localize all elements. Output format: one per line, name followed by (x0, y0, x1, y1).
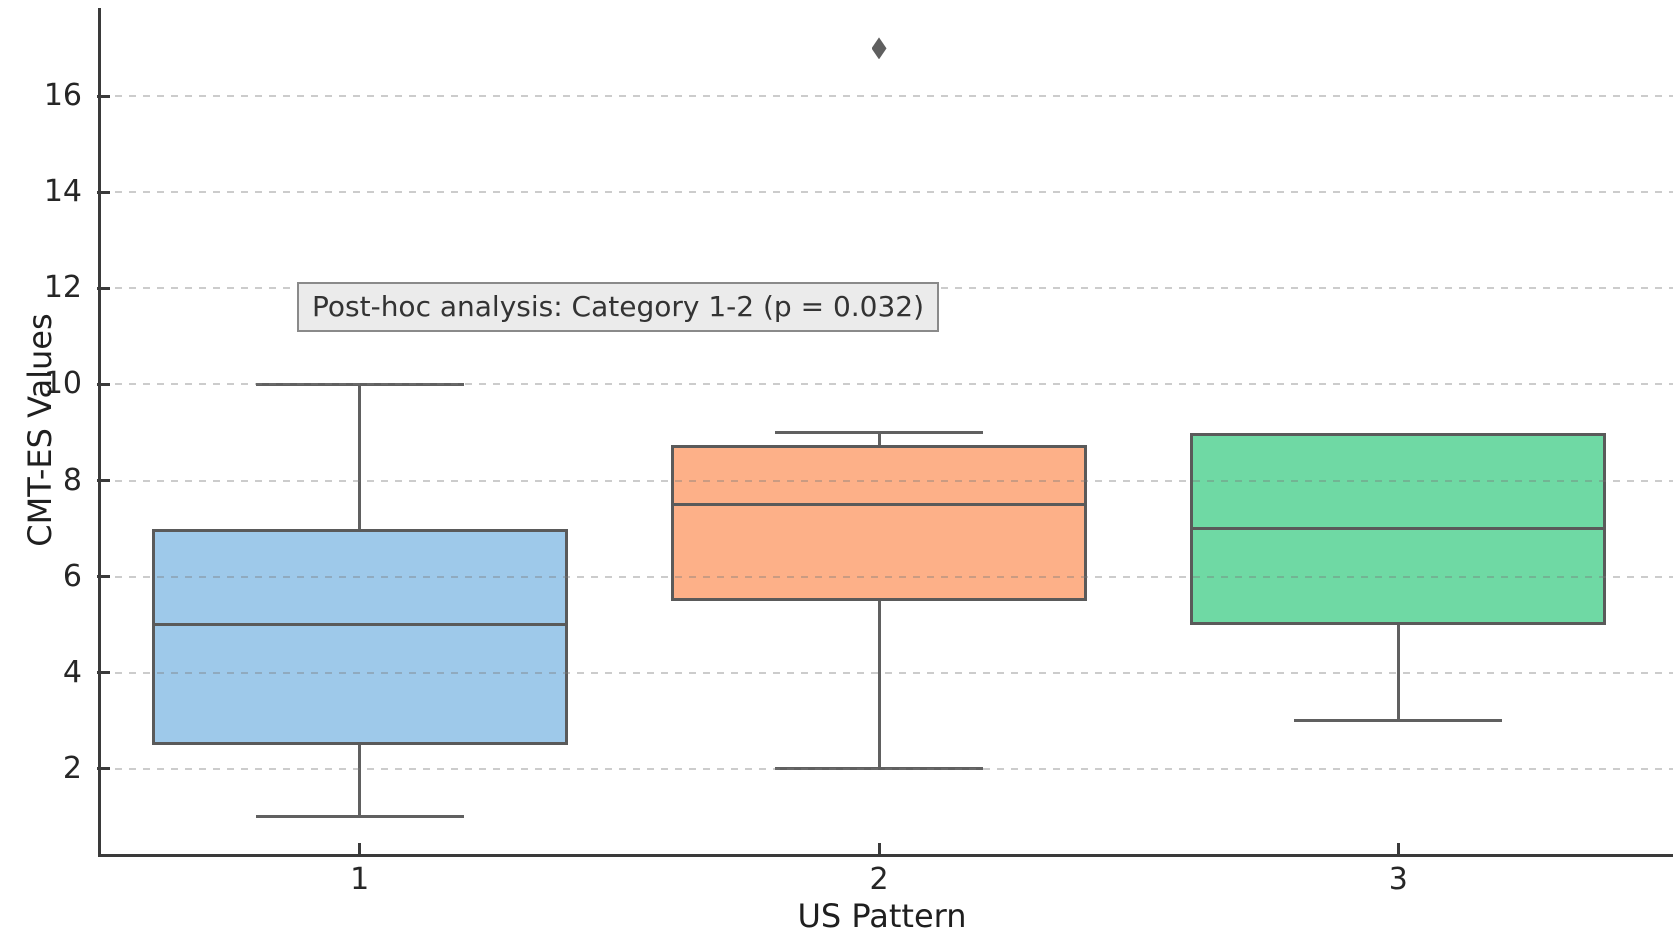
lower-whisker-cap (255, 815, 464, 819)
box-category-1 (151, 528, 568, 745)
outlier-diamond (871, 37, 887, 60)
y-tick (97, 190, 110, 194)
y-tick-label: 4 (62, 654, 82, 690)
y-tick (97, 286, 110, 290)
y-tick (97, 671, 110, 675)
lower-whisker-cap (1294, 719, 1503, 723)
gridline (101, 95, 1673, 98)
lower-whisker-stem (358, 744, 362, 817)
gridline (101, 479, 1673, 482)
posthoc-annotation-box: Post-hoc analysis: Category 1-2 (p = 0.0… (297, 282, 940, 332)
lower-whisker-cap (775, 767, 983, 771)
x-axis-title: US Pattern (797, 897, 967, 935)
upper-whisker-stem (358, 384, 362, 529)
y-tick-label: 8 (62, 462, 82, 498)
x-axis-spine (98, 854, 1673, 857)
gridline (101, 191, 1673, 194)
y-tick-label: 2 (62, 750, 82, 786)
y-tick-label: 6 (62, 558, 82, 594)
gridline (101, 575, 1673, 578)
median-line (154, 623, 565, 627)
box-category-2 (671, 444, 1087, 601)
y-tick (97, 94, 110, 98)
x-tick-label: 1 (350, 862, 370, 897)
x-tick (358, 843, 362, 855)
y-tick-label: 16 (43, 78, 82, 114)
median-line (674, 503, 1084, 507)
y-axis-title: CMT-ES Values (21, 313, 59, 547)
y-tick-label: 12 (43, 270, 82, 306)
gridline (101, 383, 1673, 386)
gridline (101, 671, 1673, 674)
upper-whisker-stem (877, 432, 881, 445)
lower-whisker-stem (877, 600, 881, 769)
gridline (101, 767, 1673, 770)
y-tick (97, 767, 110, 771)
upper-whisker-cap (775, 431, 983, 434)
y-tick-label: 14 (43, 174, 82, 210)
y-tick-label: 10 (43, 366, 82, 402)
median-line (1193, 527, 1604, 531)
y-tick (97, 479, 110, 482)
y-tick (97, 382, 110, 386)
x-tick-label: 3 (1388, 862, 1408, 897)
y-axis-spine (98, 8, 101, 857)
x-tick (877, 843, 881, 855)
x-tick (1396, 843, 1400, 855)
y-tick (97, 575, 110, 579)
lower-whisker-stem (1396, 624, 1400, 721)
upper-whisker-cap (255, 382, 464, 386)
x-tick-label: 2 (869, 862, 889, 897)
